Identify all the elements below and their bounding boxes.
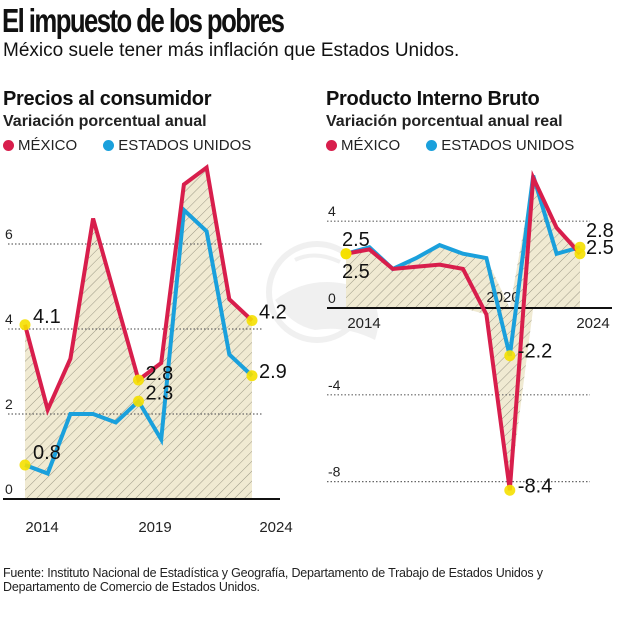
data-label: 2.5 [342, 229, 370, 251]
y-tick-label: 4 [5, 311, 13, 327]
gdp-legend: MÉXICO ESTADOS UNIDOS [326, 137, 600, 154]
mexico-series-line [345, 170, 582, 491]
data-label: 2.8 [586, 220, 614, 242]
data-label: 2.9 [259, 361, 287, 383]
y-tick-label: -8 [328, 464, 341, 480]
highlight-marker [504, 350, 516, 362]
data-label: 2.5 [342, 261, 370, 283]
hatched-area [346, 175, 580, 491]
highlight-marker [246, 370, 258, 382]
legend-label-mexico: MÉXICO [18, 137, 78, 154]
highlight-marker [246, 315, 258, 326]
gdp-chart-subtitle: Variación porcentual anual real [326, 113, 563, 130]
legend-item-mexico: MÉXICO [3, 137, 77, 154]
data-label: 2.8 [146, 363, 174, 385]
cpi-chart-subtitle: Variación porcentual anual [3, 113, 207, 130]
data-label: 2.3 [146, 382, 174, 404]
y-tick-label: 0 [328, 290, 336, 306]
data-label: 2.5 [586, 237, 614, 259]
legend-item-mexico: MÉXICO [326, 137, 400, 154]
y-tick-label: -4 [328, 377, 341, 393]
legend-label-usa: ESTADOS UNIDOS [441, 137, 575, 154]
legend-label-mexico: MÉXICO [341, 137, 401, 154]
highlight-marker [19, 459, 31, 471]
data-label: 4.2 [259, 302, 287, 324]
highlight-marker [574, 248, 586, 260]
source-note: Fuente: Instituto Nacional de Estadístic… [3, 566, 543, 594]
charts-canvas: 0 2 4 6 2014 2019 2024 4.1 2.8 4.2 0.8 2.3 2.9 4 0 -4 -… [3, 163, 614, 536]
highlight-marker [19, 319, 31, 331]
x-tick-label: 2024 [576, 315, 609, 332]
cpi-chart: 0 2 4 6 2014 2019 2024 4.1 2.8 4.2 0.8 2.3 2.9 [3, 163, 293, 536]
x-tick-label: 2014 [347, 315, 380, 332]
y-tick-label: 2 [5, 396, 13, 412]
page-title: El impuesto de los pobres [2, 2, 285, 39]
data-label: 0.8 [33, 442, 61, 464]
legend-item-usa: ESTADOS UNIDOS [103, 137, 251, 154]
page-subtitle: México suele tener más inflación que Est… [3, 40, 460, 61]
gdp-chart-title: Producto Interno Bruto [326, 88, 540, 110]
y-tick-label: 0 [5, 481, 13, 497]
hatched-area [25, 167, 252, 499]
cpi-legend: MÉXICO ESTADOS UNIDOS [3, 137, 277, 154]
data-label: 4.1 [33, 306, 61, 328]
y-tick-label: 6 [5, 226, 13, 242]
legend-item-usa: ESTADOS UNIDOS [426, 137, 574, 154]
data-label: -8.4 [518, 475, 552, 497]
mexico-dot-icon [3, 140, 14, 151]
data-label: -2.2 [518, 341, 552, 363]
y-tick-label: 4 [328, 203, 336, 219]
x-tick-label: 2019 [138, 519, 171, 536]
highlight-marker [133, 395, 144, 407]
mexico-dot-icon [326, 140, 337, 151]
highlight-marker [133, 374, 144, 386]
usa-dot-icon [103, 140, 115, 151]
highlight-marker [340, 248, 352, 260]
legend-label-usa: ESTADOS UNIDOS [118, 137, 252, 154]
highlight-marker [504, 484, 516, 496]
cpi-chart-title: Precios al consumidor [3, 88, 212, 110]
x-tick-label: 2014 [25, 519, 58, 536]
usa-dot-icon [426, 140, 438, 151]
x-tick-label: 2024 [259, 519, 292, 536]
